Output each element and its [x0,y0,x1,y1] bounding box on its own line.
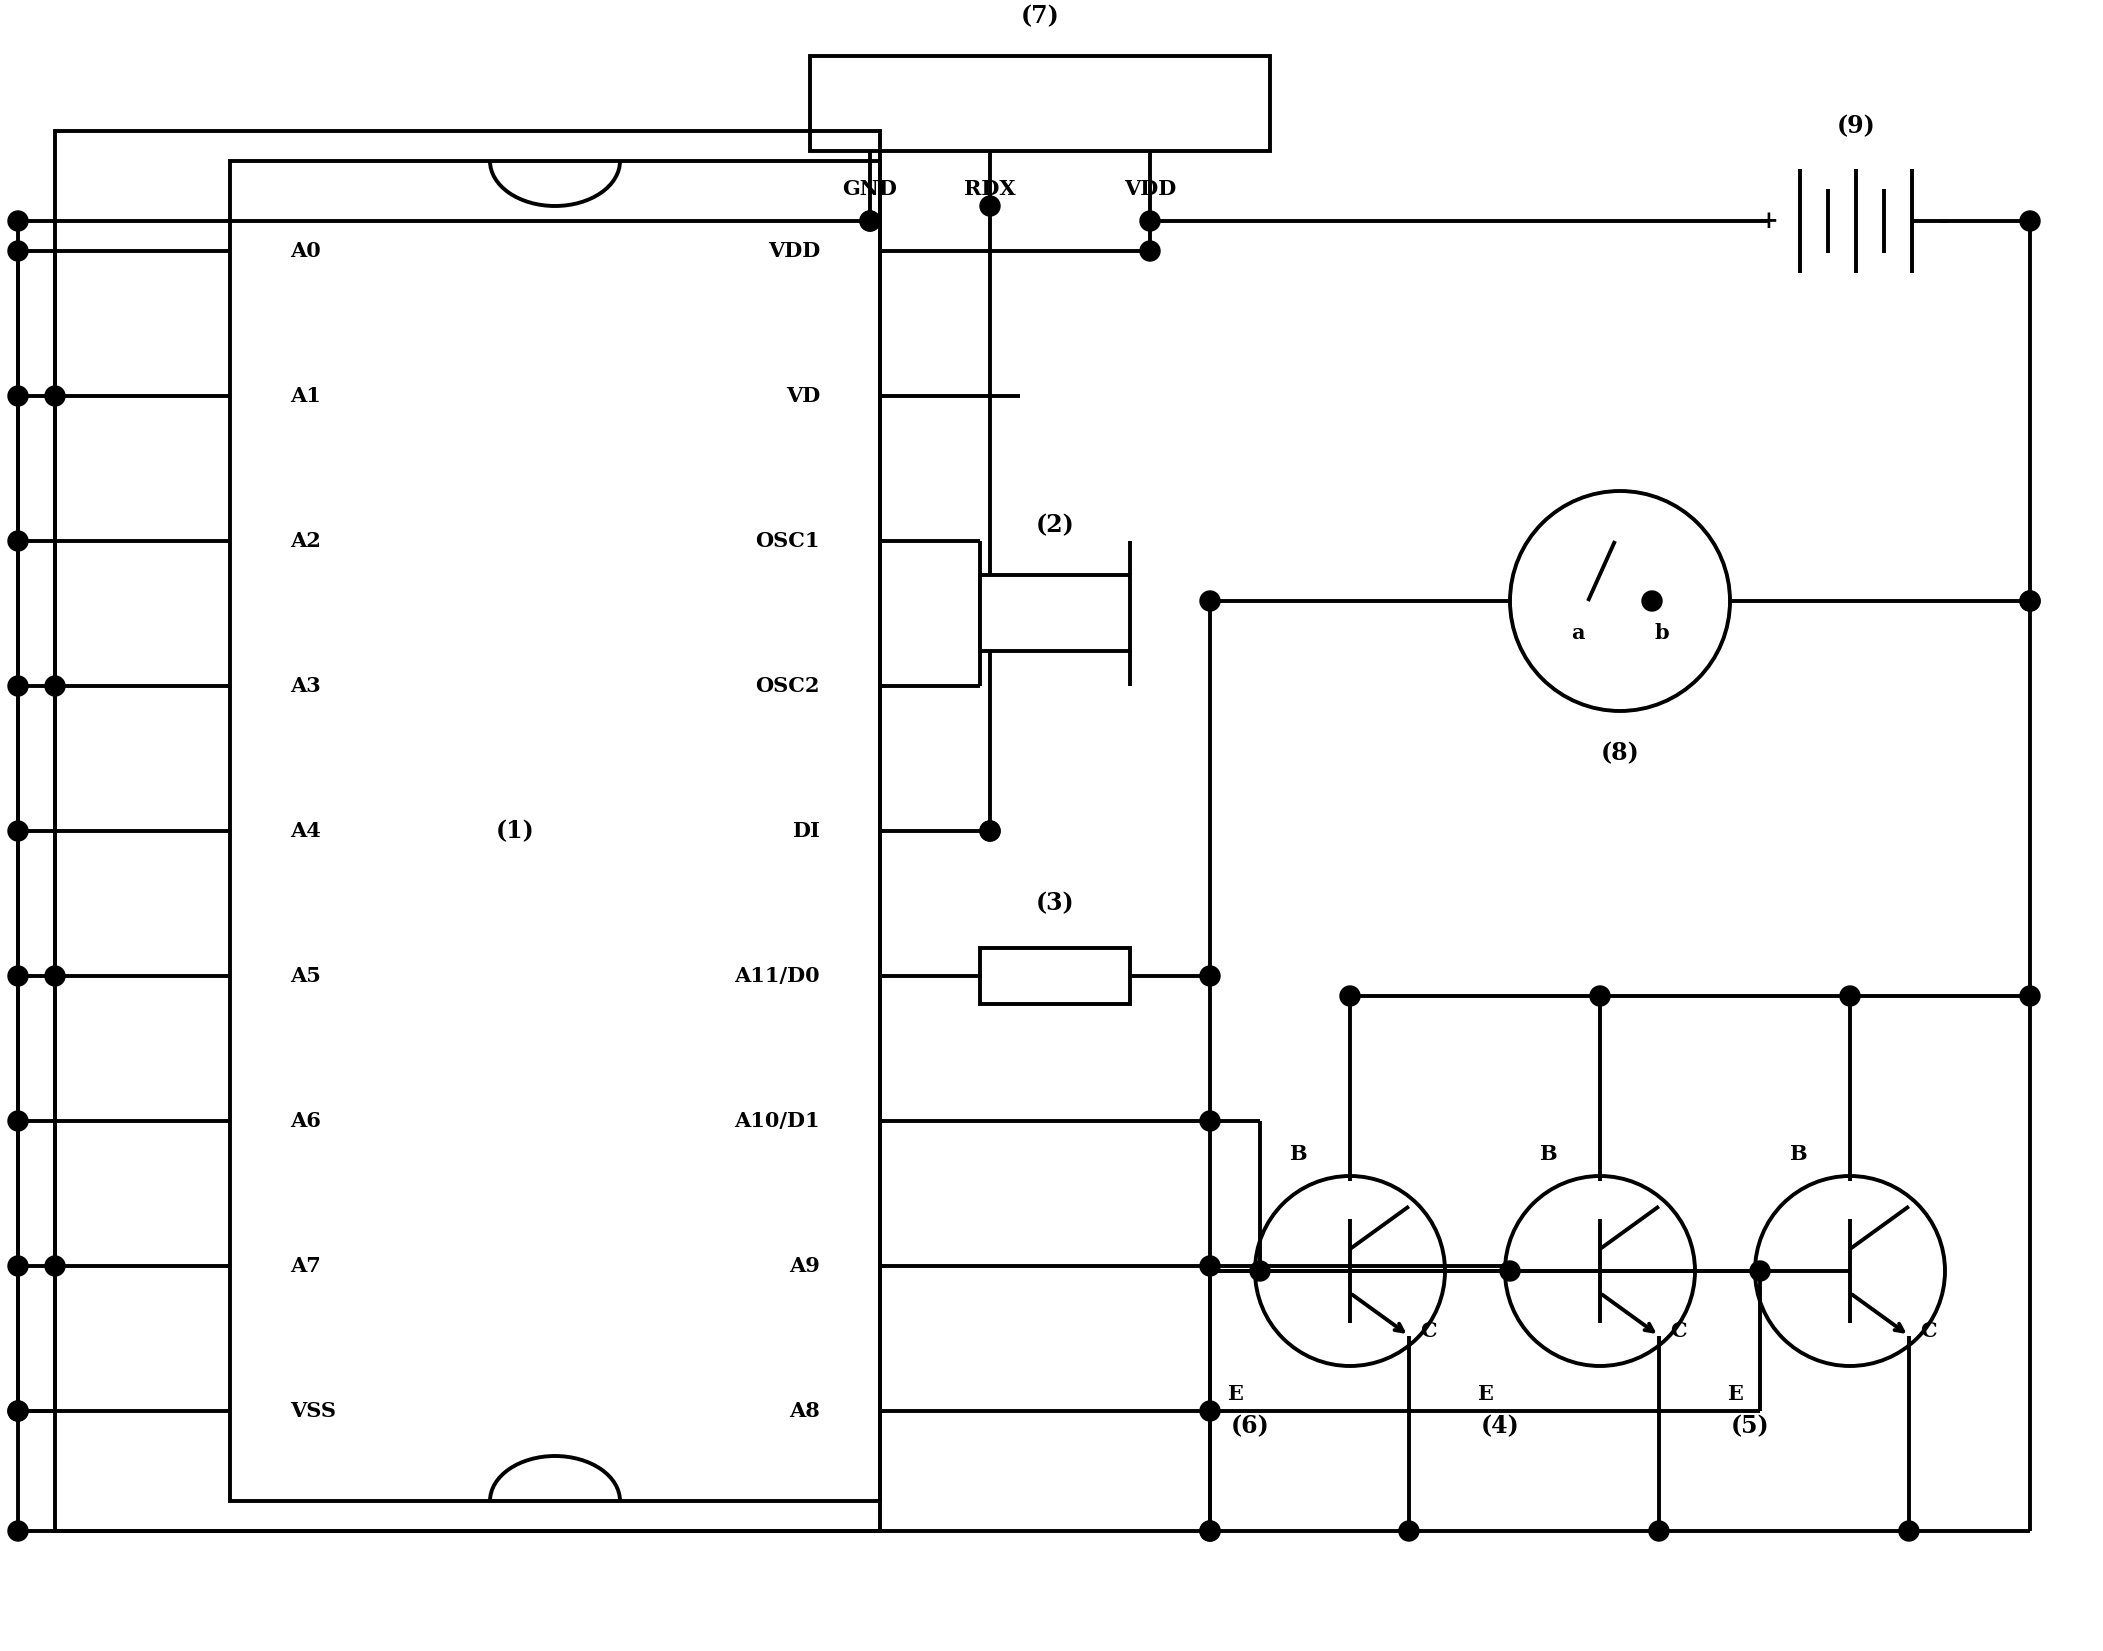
Circle shape [1649,1521,1670,1540]
Circle shape [1750,1261,1771,1281]
Text: (1): (1) [496,819,534,844]
Circle shape [2021,591,2040,611]
Bar [980,576,1129,652]
Circle shape [1201,1111,1220,1131]
Text: A0: A0 [290,241,322,261]
Text: C: C [1422,1321,1436,1341]
Text: (8): (8) [1600,741,1640,764]
Circle shape [8,821,27,840]
Circle shape [980,821,1001,840]
Text: E: E [1727,1384,1743,1403]
Circle shape [980,821,1001,840]
Circle shape [1398,1521,1420,1540]
Text: b: b [1655,622,1670,642]
Text: A10/D1: A10/D1 [734,1111,820,1131]
Bar [980,948,1129,1004]
Circle shape [2021,211,2040,231]
Circle shape [8,211,27,231]
Text: A6: A6 [290,1111,322,1131]
Text: RDX: RDX [963,178,1016,200]
Text: OSC2: OSC2 [755,675,820,697]
Circle shape [1899,1521,1918,1540]
Circle shape [8,532,27,551]
Text: GND: GND [843,178,898,200]
Circle shape [860,211,879,231]
Circle shape [8,1111,27,1131]
Circle shape [1590,986,1611,1005]
Text: B: B [1539,1144,1556,1164]
Circle shape [8,675,27,697]
Circle shape [8,241,27,261]
Text: A1: A1 [290,386,322,406]
Circle shape [8,1256,27,1276]
Circle shape [1201,1521,1220,1540]
Circle shape [1201,1402,1220,1422]
Text: (3): (3) [1035,892,1075,915]
Text: A8: A8 [789,1402,820,1422]
Circle shape [1201,966,1220,986]
Circle shape [8,386,27,406]
Circle shape [1201,1521,1220,1540]
Bar [229,162,879,1501]
Text: VSS: VSS [290,1402,336,1422]
Text: A11/D0: A11/D0 [734,966,820,986]
Text: E: E [1226,1384,1243,1403]
Text: (7): (7) [1020,3,1060,28]
Text: (2): (2) [1035,513,1075,538]
Circle shape [2021,591,2040,611]
Text: (4): (4) [1481,1413,1518,1438]
Text: (6): (6) [1230,1413,1270,1438]
Text: VDD: VDD [1123,178,1176,200]
Circle shape [8,1402,27,1422]
Bar [55,130,879,1530]
Circle shape [8,1521,27,1540]
Text: OSC1: OSC1 [755,532,820,551]
Circle shape [8,966,27,986]
Text: A2: A2 [290,532,322,551]
Text: (5): (5) [1731,1413,1769,1438]
Text: VD: VD [787,386,820,406]
Text: A7: A7 [290,1256,322,1276]
Circle shape [44,1256,65,1276]
Circle shape [44,386,65,406]
Text: A9: A9 [789,1256,820,1276]
Circle shape [1140,211,1161,231]
Circle shape [8,1402,27,1422]
Circle shape [980,196,1001,216]
Text: C: C [1670,1321,1687,1341]
Circle shape [1499,1261,1520,1281]
Circle shape [2021,986,2040,1005]
Text: -: - [1941,210,1949,233]
Text: E: E [1476,1384,1493,1403]
Circle shape [44,675,65,697]
Text: B: B [1289,1144,1306,1164]
Text: B: B [1790,1144,1806,1164]
Bar [810,56,1270,150]
Text: A5: A5 [290,966,322,986]
Circle shape [44,966,65,986]
Text: C: C [1920,1321,1937,1341]
Text: VDD: VDD [768,241,820,261]
Text: (9): (9) [1836,114,1876,139]
Text: A3: A3 [290,675,322,697]
Circle shape [1340,986,1361,1005]
Text: A4: A4 [290,821,322,840]
Circle shape [1840,986,1859,1005]
Circle shape [860,211,879,231]
Circle shape [1140,241,1161,261]
Text: DI: DI [793,821,820,840]
Text: a: a [1571,622,1586,642]
Text: +: + [1758,210,1777,233]
Circle shape [1201,1256,1220,1276]
Circle shape [1201,591,1220,611]
Circle shape [1249,1261,1270,1281]
Circle shape [1642,591,1661,611]
